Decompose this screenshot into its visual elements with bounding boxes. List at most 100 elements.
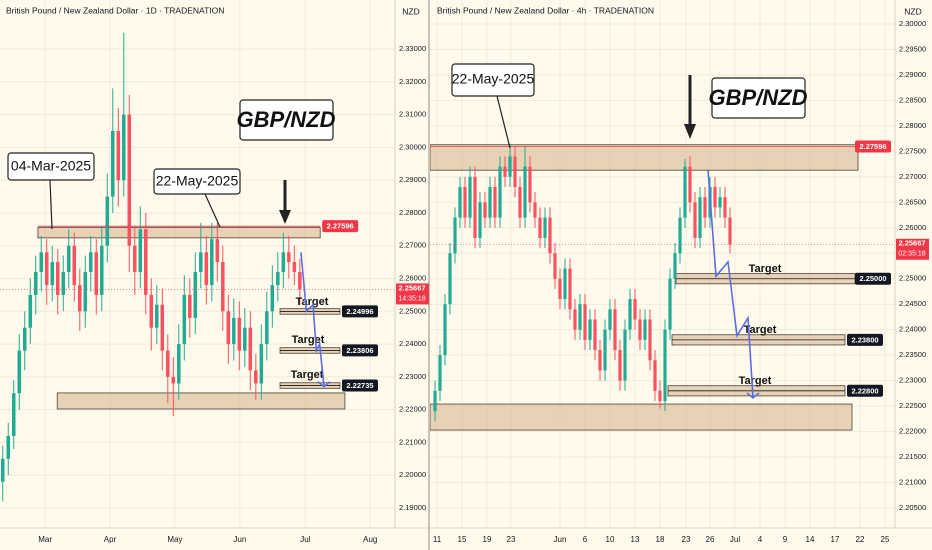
candle-body	[658, 390, 662, 401]
candle-body	[503, 166, 507, 177]
y-tick-label: 2.29000	[899, 70, 926, 79]
candle-body	[45, 252, 49, 286]
candle-body	[287, 252, 291, 263]
target-label: Target	[744, 324, 777, 336]
y-tick-label: 2.22000	[399, 405, 426, 414]
candle-body	[243, 327, 247, 351]
candle-body	[100, 245, 104, 295]
projection-path	[300, 252, 325, 387]
candle-body	[72, 245, 77, 286]
x-tick-label: Jul	[300, 535, 310, 544]
projection-path	[707, 170, 754, 398]
y-tick-label: 2.29000	[399, 175, 426, 184]
y-tick-label: 2.30000	[899, 19, 926, 28]
x-tick-label: Jun	[554, 535, 567, 544]
candle-body	[673, 253, 677, 279]
level-label: 2.23800	[851, 335, 878, 344]
zone	[37, 226, 321, 239]
candle-body	[598, 350, 602, 371]
candle-body	[718, 197, 722, 208]
level-label-bg	[341, 305, 378, 318]
x-tick-label: Mar	[38, 535, 52, 544]
candle-body	[276, 271, 280, 286]
candle-body	[116, 130, 121, 181]
y-tick-label: 2.28500	[899, 95, 926, 104]
y-tick-label: 2.21500	[899, 452, 926, 461]
candle-body	[182, 294, 187, 345]
candle-body	[558, 278, 562, 300]
y-tick-label: 2.30000	[399, 142, 426, 151]
x-tick-label: Apr	[104, 535, 117, 544]
candle-body	[438, 355, 442, 391]
candle-body	[653, 360, 657, 391]
currency-label: NZD	[904, 6, 921, 16]
candle-body	[563, 268, 567, 300]
y-tick-label: 2.26500	[899, 197, 926, 206]
projection-arrow-head	[746, 392, 760, 399]
y-tick-label: 2.26000	[399, 273, 426, 282]
candle-body	[292, 262, 297, 272]
candle-body	[608, 309, 612, 330]
callout-pointer	[496, 95, 511, 149]
x-tick-label: 14	[806, 535, 815, 544]
callout-pointer	[204, 193, 221, 228]
candle-body	[171, 376, 176, 384]
candle-body	[248, 327, 253, 371]
candle-body	[538, 217, 542, 238]
candle-body	[94, 252, 99, 295]
annotation-layer: 04-Mar-2025 22-May-2025 GBP/NZD Target T…	[7, 63, 929, 399]
x-tick-label: 6	[583, 535, 588, 544]
arrow-head	[279, 210, 291, 224]
level-label-bg	[341, 344, 378, 357]
x-tick-label: 10	[606, 535, 615, 544]
x-tick-label: May	[167, 535, 182, 544]
candle-body	[210, 239, 214, 286]
level-label-bg	[855, 272, 891, 285]
candle-body	[578, 304, 582, 330]
candle-body	[138, 229, 143, 272]
candle-body	[683, 166, 687, 218]
target-label: Target	[296, 296, 329, 308]
candle-body	[448, 253, 452, 305]
y-tick-label: 2.23500	[899, 350, 926, 359]
y-tick-label: 2.27000	[899, 172, 926, 181]
candle-body	[67, 245, 71, 272]
level-label: 2.22800	[851, 386, 878, 395]
level-label: 2.27596	[327, 222, 354, 231]
candle-body	[453, 217, 457, 254]
candle-body	[553, 253, 557, 279]
candle-body	[693, 202, 697, 238]
candle-body	[0, 458, 5, 482]
candle-body	[603, 329, 607, 371]
candle-body	[56, 262, 60, 295]
candle-body	[160, 304, 165, 351]
candle-body	[593, 319, 597, 351]
candle-body	[518, 187, 522, 218]
candle-body	[133, 245, 137, 272]
callout-box	[711, 77, 806, 119]
last-price-label-bg	[896, 238, 929, 260]
candle-body	[613, 309, 617, 351]
candle-body	[254, 370, 258, 384]
candle-body	[221, 262, 225, 312]
candle-body	[458, 187, 462, 218]
chart-title: British Pound / New Zealand Dollar · 1D …	[6, 5, 224, 15]
candle-body	[688, 166, 692, 203]
candle-body	[33, 271, 38, 295]
candle-body	[698, 197, 702, 238]
candle-body	[166, 350, 170, 377]
last-price-label: 2.25667	[398, 283, 425, 292]
level-label-bg	[847, 384, 883, 397]
target-label: Target	[749, 263, 782, 275]
x-tick-label: Jul	[730, 535, 740, 544]
x-tick-label: 18	[656, 535, 665, 544]
level-label-bg	[847, 333, 883, 346]
x-tick-label: 19	[483, 535, 492, 544]
level-label-bg	[341, 379, 378, 392]
level-label-bg	[855, 140, 891, 153]
target-label: Target	[739, 375, 772, 387]
y-tick-label: 2.20500	[899, 503, 926, 512]
candle-body	[528, 166, 532, 203]
y-tick-label: 2.22500	[899, 401, 926, 410]
